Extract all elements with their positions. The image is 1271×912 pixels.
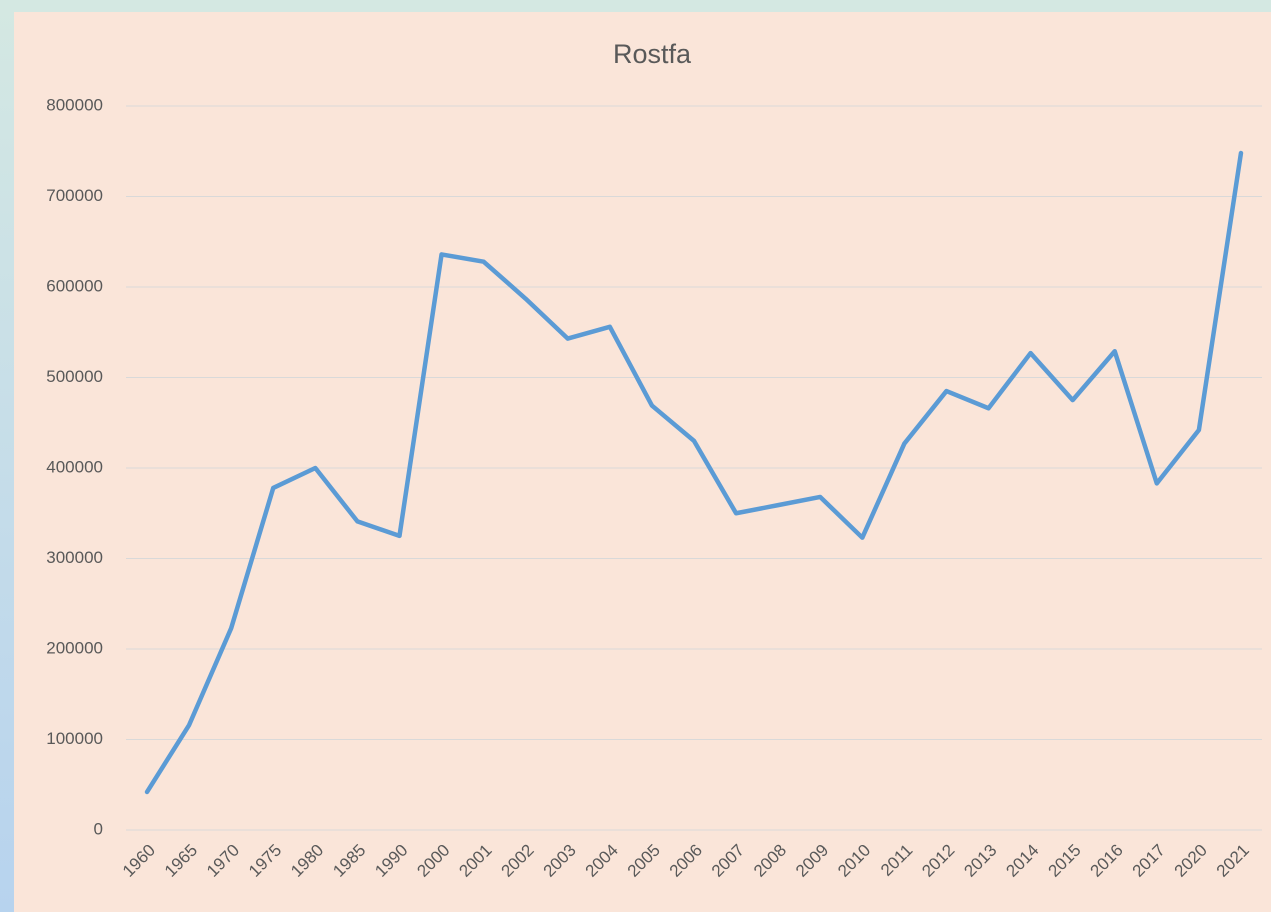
- y-tick-label: 300000: [46, 548, 103, 567]
- chart-title: Rostfa: [613, 39, 692, 69]
- y-tick-label: 600000: [46, 276, 103, 295]
- y-tick-label: 100000: [46, 729, 103, 748]
- y-tick-label: 400000: [46, 457, 103, 476]
- chart-area: [14, 12, 1271, 912]
- line: [144, 150, 1244, 795]
- y-tick-label: 700000: [46, 186, 103, 205]
- y-tick-label: 500000: [46, 367, 103, 386]
- y-tick-label: 0: [94, 819, 103, 838]
- y-tick-label: 800000: [46, 95, 103, 114]
- y-tick-label: 200000: [46, 638, 103, 657]
